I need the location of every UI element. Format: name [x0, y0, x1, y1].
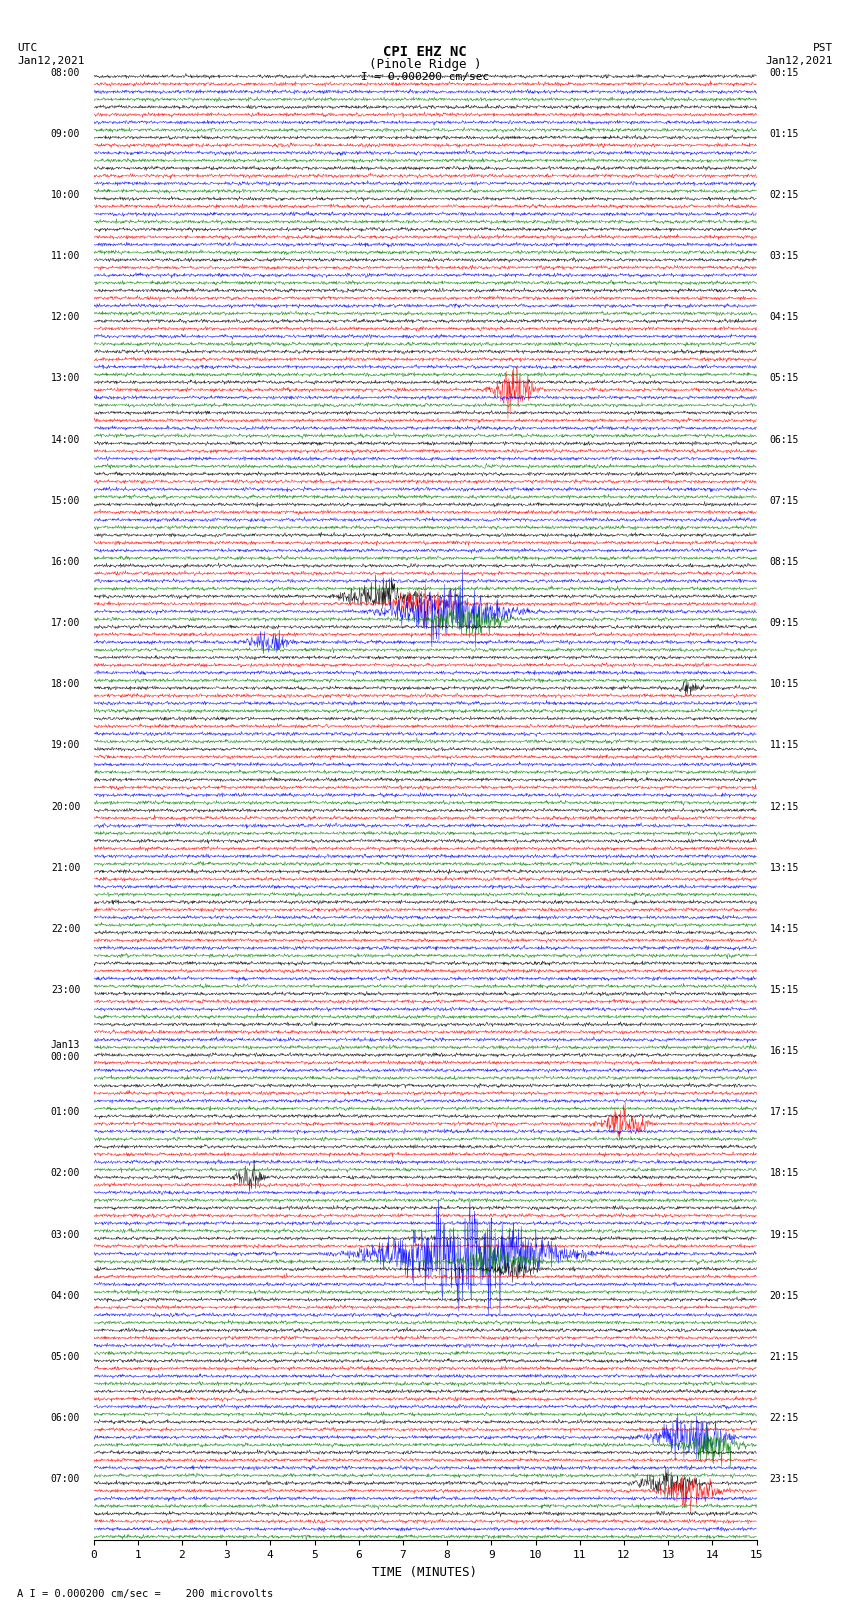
Text: 05:15: 05:15 — [770, 373, 799, 384]
Text: I = 0.000200 cm/sec: I = 0.000200 cm/sec — [361, 73, 489, 82]
Text: 04:00: 04:00 — [51, 1290, 80, 1300]
Text: 03:00: 03:00 — [51, 1229, 80, 1240]
Text: 14:00: 14:00 — [51, 434, 80, 445]
Text: 01:15: 01:15 — [770, 129, 799, 139]
Text: 17:00: 17:00 — [51, 618, 80, 627]
Text: Jan12,2021: Jan12,2021 — [766, 56, 833, 66]
Text: 02:15: 02:15 — [770, 190, 799, 200]
Text: 10:15: 10:15 — [770, 679, 799, 689]
Text: 19:00: 19:00 — [51, 740, 80, 750]
Text: 09:15: 09:15 — [770, 618, 799, 627]
Text: 11:00: 11:00 — [51, 252, 80, 261]
X-axis label: TIME (MINUTES): TIME (MINUTES) — [372, 1566, 478, 1579]
Text: 23:15: 23:15 — [770, 1474, 799, 1484]
Text: 20:15: 20:15 — [770, 1290, 799, 1300]
Text: 16:15: 16:15 — [770, 1047, 799, 1057]
Text: 03:15: 03:15 — [770, 252, 799, 261]
Text: 08:15: 08:15 — [770, 556, 799, 566]
Text: Jan12,2021: Jan12,2021 — [17, 56, 84, 66]
Text: 13:15: 13:15 — [770, 863, 799, 873]
Text: 15:00: 15:00 — [51, 495, 80, 506]
Text: 21:15: 21:15 — [770, 1352, 799, 1361]
Text: 17:15: 17:15 — [770, 1107, 799, 1118]
Text: 06:00: 06:00 — [51, 1413, 80, 1423]
Text: A I = 0.000200 cm/sec =    200 microvolts: A I = 0.000200 cm/sec = 200 microvolts — [17, 1589, 273, 1598]
Text: 19:15: 19:15 — [770, 1229, 799, 1240]
Text: 07:15: 07:15 — [770, 495, 799, 506]
Text: 09:00: 09:00 — [51, 129, 80, 139]
Text: 16:00: 16:00 — [51, 556, 80, 566]
Text: Jan13
00:00: Jan13 00:00 — [51, 1040, 80, 1061]
Text: 12:00: 12:00 — [51, 313, 80, 323]
Text: 21:00: 21:00 — [51, 863, 80, 873]
Text: CPI EHZ NC: CPI EHZ NC — [383, 45, 467, 58]
Text: 15:15: 15:15 — [770, 986, 799, 995]
Text: (Pinole Ridge ): (Pinole Ridge ) — [369, 58, 481, 71]
Text: 08:00: 08:00 — [51, 68, 80, 77]
Text: 18:15: 18:15 — [770, 1168, 799, 1179]
Text: 22:00: 22:00 — [51, 924, 80, 934]
Text: 05:00: 05:00 — [51, 1352, 80, 1361]
Text: 23:00: 23:00 — [51, 986, 80, 995]
Text: 12:15: 12:15 — [770, 802, 799, 811]
Text: 01:00: 01:00 — [51, 1107, 80, 1118]
Text: 14:15: 14:15 — [770, 924, 799, 934]
Text: UTC: UTC — [17, 44, 37, 53]
Text: 06:15: 06:15 — [770, 434, 799, 445]
Text: 13:00: 13:00 — [51, 373, 80, 384]
Text: 02:00: 02:00 — [51, 1168, 80, 1179]
Text: 22:15: 22:15 — [770, 1413, 799, 1423]
Text: 11:15: 11:15 — [770, 740, 799, 750]
Text: 10:00: 10:00 — [51, 190, 80, 200]
Text: 18:00: 18:00 — [51, 679, 80, 689]
Text: 20:00: 20:00 — [51, 802, 80, 811]
Text: PST: PST — [813, 44, 833, 53]
Text: 07:00: 07:00 — [51, 1474, 80, 1484]
Text: 00:15: 00:15 — [770, 68, 799, 77]
Text: 04:15: 04:15 — [770, 313, 799, 323]
